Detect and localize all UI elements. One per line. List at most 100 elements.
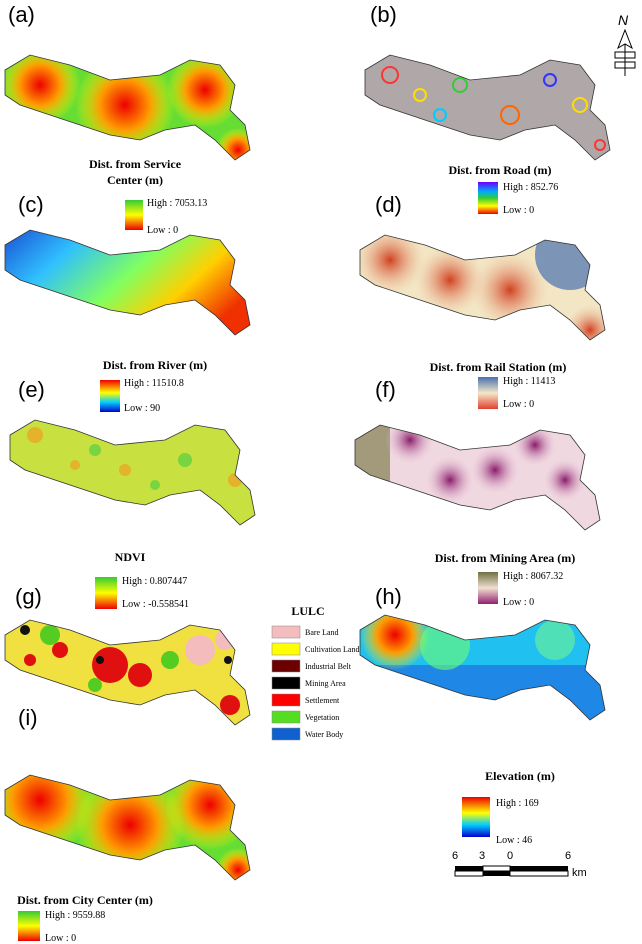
legend-high: High : 8067.32 (503, 571, 563, 582)
map-shape (165, 775, 250, 850)
legend-low: Low : 0 (147, 225, 178, 236)
legend-swatch (271, 710, 301, 724)
map-a (4, 54, 251, 161)
map-shape (381, 66, 606, 151)
map-shape (27, 427, 43, 443)
legend-label: Bare Land (305, 628, 339, 637)
map-shape (359, 614, 606, 721)
map-shape (360, 615, 430, 670)
map-shape (150, 480, 160, 490)
map-f (354, 424, 601, 531)
legend-ramp (478, 377, 498, 409)
map-shape (24, 654, 36, 666)
panel-label: (d) (375, 192, 402, 217)
map-shape (535, 620, 575, 660)
map-shape (185, 635, 215, 665)
map-shape (52, 642, 68, 658)
map-g (4, 619, 251, 726)
map-shape (355, 425, 600, 530)
panel-label: (g) (15, 584, 42, 609)
map-shape (360, 235, 605, 340)
panel-title: Dist. from Rail Station (m) (430, 360, 567, 374)
panel-label: (h) (375, 584, 402, 609)
map-shape (4, 619, 251, 726)
legend-ramp (18, 911, 40, 941)
map-shape (381, 66, 399, 84)
map-i (4, 774, 251, 881)
legend-swatch (271, 693, 301, 707)
map-shape (455, 866, 483, 871)
map-shape (224, 656, 232, 664)
panel-title: Dist. from Road (m) (448, 163, 551, 177)
map-shape (24, 642, 240, 715)
legend-low: Low : 46 (496, 835, 532, 846)
map-shape (365, 55, 610, 160)
map-shape (359, 234, 606, 341)
map-shape (5, 620, 250, 725)
map-shape (216, 848, 250, 880)
map-shape (510, 866, 568, 871)
map-d (359, 234, 606, 341)
map-shape (500, 105, 520, 125)
map-shape (216, 128, 250, 160)
map-shape (75, 775, 185, 880)
legend-label: Water Body (305, 730, 343, 739)
map-shape (513, 425, 557, 467)
map-shape (9, 419, 256, 526)
map-shape (75, 55, 175, 155)
legend-swatch (271, 676, 301, 690)
legend-low: Low : 0 (45, 933, 76, 944)
legend-label: Mining Area (305, 679, 346, 688)
map-shape (20, 625, 232, 664)
panel-title: Elevation (m) (485, 769, 555, 783)
legend-high: High : 0.807447 (122, 576, 187, 587)
map-shape (4, 774, 251, 881)
legend-title: LULC (291, 604, 324, 618)
map-shape (385, 425, 435, 465)
map-shape (454, 870, 484, 877)
legend-high: High : 11510.8 (124, 378, 184, 389)
legend-label: Settlement (305, 696, 340, 705)
legend-high: High : 169 (496, 798, 539, 809)
legend-ramp (100, 380, 120, 412)
map-shape (355, 425, 390, 530)
map-shape (420, 620, 470, 670)
legend-label: Vegetation (305, 713, 339, 722)
map-shape (452, 77, 468, 93)
map-shape (92, 647, 128, 683)
map-shape (413, 88, 427, 102)
map-shape (128, 663, 152, 687)
map-shape (4, 229, 251, 336)
map-shape (482, 865, 511, 872)
panel-label: (a) (8, 2, 35, 27)
map-shape (167, 55, 243, 128)
scale-label: 6 (452, 850, 458, 862)
panel-title: Dist. from City Center (m) (17, 893, 153, 907)
map-shape (509, 870, 569, 877)
legend-swatch (271, 625, 301, 639)
map-shape (89, 444, 101, 456)
map-shape (572, 97, 588, 113)
map-shape (543, 458, 587, 502)
map-shape (70, 460, 80, 470)
scale-label: 6 (565, 850, 571, 862)
map-shape (20, 625, 30, 635)
map-shape (161, 651, 179, 669)
map-shape (594, 139, 606, 151)
map-shape (425, 455, 475, 505)
legend-low: Low : 0 (503, 205, 534, 216)
map-shape (40, 625, 179, 692)
panel-title: Dist. from Service (89, 157, 182, 171)
panel-title: Dist. from River (m) (103, 358, 207, 372)
north-label: N (618, 12, 629, 28)
map-shape (5, 55, 80, 125)
map-shape (89, 444, 192, 490)
map-shape (215, 630, 235, 650)
panel-title: NDVI (115, 550, 146, 564)
map-shape (365, 55, 610, 160)
north-arrow: N (614, 12, 636, 76)
map-shape (220, 695, 240, 715)
map-shape (178, 453, 192, 467)
map-shape (614, 51, 636, 69)
